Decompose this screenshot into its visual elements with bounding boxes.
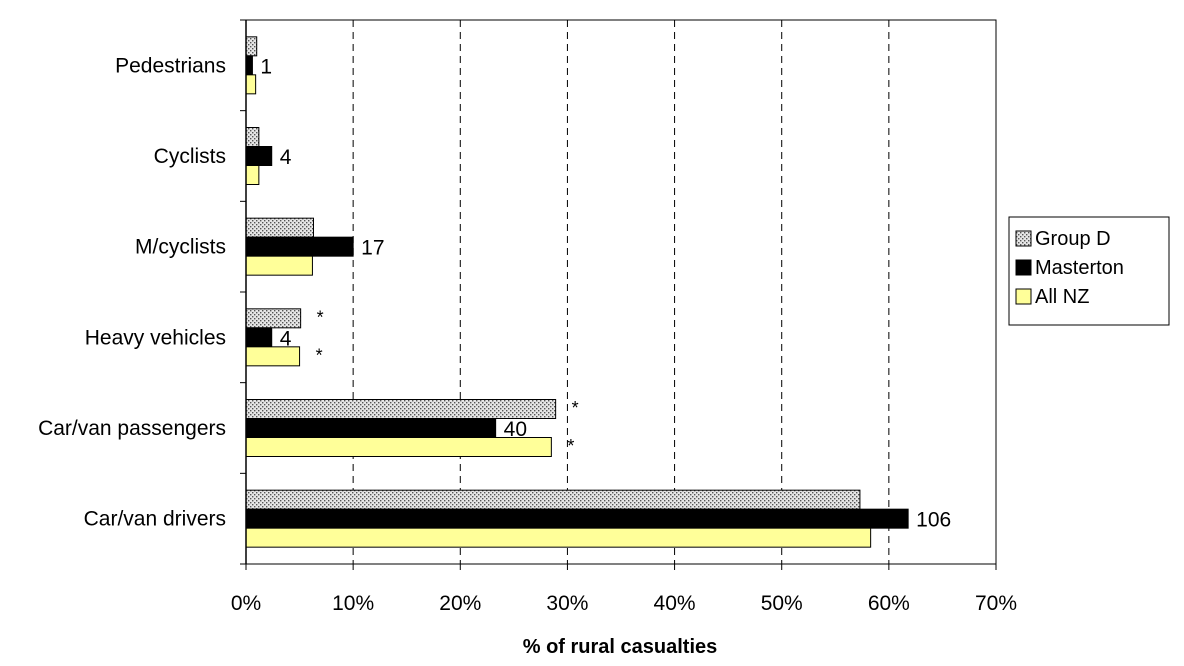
category-label-1: Cyclists <box>154 145 226 168</box>
legend-label-2: All NZ <box>1035 286 1089 308</box>
category-label-0: Pedestrians <box>115 54 226 77</box>
bar-group-d-0 <box>245 36 258 57</box>
significance-marker-2: * <box>572 398 579 418</box>
labels: 0% 10% 20% 30% 40% 50% 60% 70% Pedestrians 1 Cycli… <box>38 54 1017 615</box>
x-tick-label-50: 50% <box>761 592 803 615</box>
x-tick-label-30: 30% <box>546 592 588 615</box>
data-label-2: 17 <box>361 237 384 260</box>
data-label-4: 40 <box>504 418 527 441</box>
category-label-3: Heavy vehicles <box>85 326 226 349</box>
bar-all-nz-0 <box>245 74 257 95</box>
x-tick-label-10: 10% <box>332 592 374 615</box>
x-tick-label-0: 0% <box>231 592 261 615</box>
legend-box <box>1008 216 1170 326</box>
x-tick-label-40: 40% <box>654 592 696 615</box>
significance-marker-0: * <box>317 307 324 327</box>
plot-area-border <box>245 19 997 565</box>
bar-all-nz-1 <box>245 165 260 185</box>
bar-all-nz-2 <box>245 255 313 276</box>
significance-marker-3: * <box>567 436 574 456</box>
bar-group-d-1 <box>245 127 260 147</box>
legend-swatch-1 <box>1015 259 1032 276</box>
x-axis-title: % of rural casualties <box>523 636 718 658</box>
x-tick-label-20: 20% <box>439 592 481 615</box>
category-label-2: M/cyclists <box>135 236 226 259</box>
bar-masterton-1 <box>245 146 273 166</box>
bar-group-d-5 <box>245 489 861 510</box>
bars <box>245 36 909 548</box>
legend-label-0: Group D <box>1035 228 1111 250</box>
gridlines <box>352 20 890 564</box>
legend-swatch-0 <box>1015 230 1032 247</box>
bar-masterton-2 <box>245 236 354 257</box>
data-label-5: 106 <box>916 509 951 532</box>
bar-group-d-4 <box>245 399 557 419</box>
legend-label-1: Masterton <box>1035 257 1124 279</box>
data-label-1: 4 <box>280 146 292 169</box>
significance-marker-1: * <box>316 345 323 365</box>
bar-all-nz-3 <box>245 346 301 367</box>
x-tick-label-70: 70% <box>975 592 1017 615</box>
bar-masterton-4 <box>245 418 497 438</box>
x-tick-label-60: 60% <box>868 592 910 615</box>
bar-masterton-3 <box>245 327 273 348</box>
bar-group-d-2 <box>245 217 314 238</box>
legend-swatch-2 <box>1015 288 1032 305</box>
axes <box>240 19 997 570</box>
bar-all-nz-5 <box>245 527 872 548</box>
data-label-3: 4 <box>280 327 292 350</box>
bar-masterton-5 <box>245 508 909 529</box>
bar-group-d-3 <box>245 308 302 329</box>
category-label-4: Car/van passengers <box>38 417 226 440</box>
legend: Group D Masterton All NZ <box>1008 216 1170 326</box>
data-label-0: 1 <box>260 55 272 78</box>
category-label-5: Car/van drivers <box>84 508 226 531</box>
bar-masterton-0 <box>245 55 253 76</box>
